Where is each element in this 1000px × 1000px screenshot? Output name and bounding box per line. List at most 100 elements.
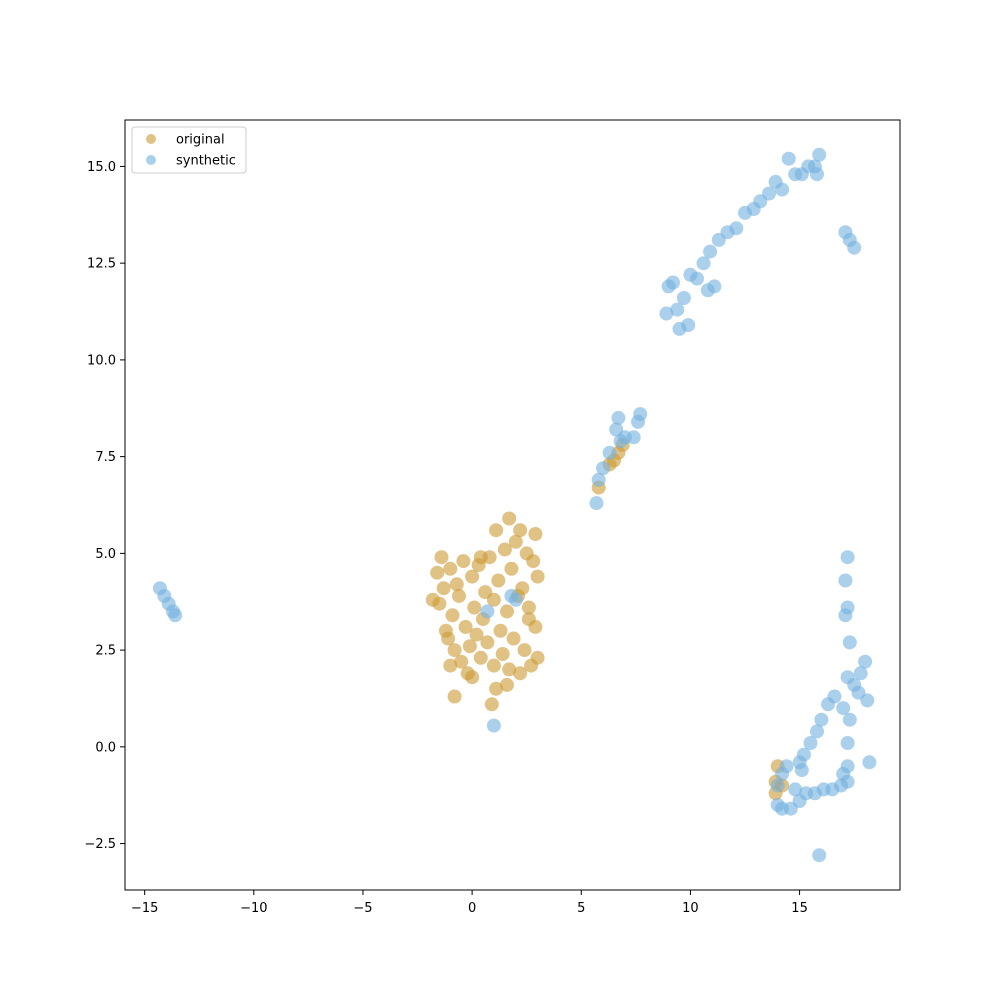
point-original-56 [443, 658, 458, 673]
x-tick-label: 15 [791, 901, 808, 916]
point-original-58 [500, 677, 514, 692]
y-tick-label: 12.5 [87, 257, 116, 272]
x-tick-label: −15 [131, 901, 158, 916]
point-synthetic-91 [836, 766, 851, 781]
point-original-22 [473, 650, 488, 665]
point-original-55 [473, 550, 488, 565]
point-original-53 [530, 569, 545, 584]
point-synthetic-68 [814, 712, 829, 727]
legend-marker-synthetic [146, 155, 156, 165]
point-synthetic-41 [775, 182, 790, 197]
point-original-4 [436, 581, 451, 596]
point-synthetic-47 [812, 147, 827, 162]
point-synthetic-32 [707, 279, 722, 294]
point-original-38 [502, 662, 517, 677]
point-synthetic-53 [838, 573, 853, 588]
plot-frame [124, 119, 901, 891]
point-original-37 [502, 511, 517, 526]
point-synthetic-88 [862, 755, 877, 770]
point-original-27 [484, 697, 499, 712]
y-tick-label: 2.5 [95, 644, 116, 659]
point-synthetic-60 [858, 654, 873, 669]
legend-label-synthetic: synthetic [176, 154, 236, 169]
point-original-33 [493, 623, 508, 638]
point-synthetic-29 [696, 256, 711, 271]
x-tick-label: −5 [353, 901, 372, 916]
point-synthetic-16 [626, 430, 641, 445]
point-synthetic-22 [666, 275, 680, 290]
point-original-12 [452, 588, 466, 603]
point-original-3 [434, 550, 449, 565]
point-original-29 [486, 658, 501, 673]
point-synthetic-84 [770, 797, 785, 812]
point-synthetic-30 [703, 244, 718, 259]
point-original-18 [465, 569, 480, 584]
point-original-8 [445, 608, 460, 623]
point-synthetic-10 [591, 472, 606, 487]
y-tick-label: 15.0 [87, 160, 116, 175]
point-original-50 [528, 619, 543, 634]
point-original-20 [469, 627, 484, 642]
point-synthetic-67 [821, 697, 835, 712]
point-original-49 [526, 554, 541, 569]
point-original-17 [462, 639, 477, 654]
point-original-9 [447, 643, 462, 658]
point-original-45 [517, 643, 532, 658]
point-original-15 [458, 619, 473, 634]
legend-label-original: original [176, 133, 225, 148]
point-synthetic-48 [810, 167, 824, 182]
point-original-36 [500, 604, 514, 619]
point-original-10 [447, 689, 462, 704]
point-original-51 [528, 527, 543, 541]
point-synthetic-9 [589, 496, 604, 511]
point-synthetic-52 [840, 550, 855, 565]
point-synthetic-35 [729, 221, 744, 236]
x-tick-label: 0 [468, 901, 476, 916]
point-synthetic-59 [853, 666, 868, 681]
x-axis: −15 −10 −5 0 5 10 15 [131, 890, 808, 916]
point-synthetic-18 [633, 407, 648, 422]
point-synthetic-23 [670, 302, 685, 317]
y-tick-label: −2.5 [84, 837, 116, 852]
point-synthetic-12 [602, 445, 617, 460]
point-original-59 [513, 523, 528, 538]
x-tick-label: −10 [240, 901, 267, 916]
point-synthetic-56 [842, 635, 857, 650]
point-synthetic-51 [847, 240, 862, 255]
x-tick-label: 5 [577, 901, 585, 916]
point-synthetic-65 [836, 701, 851, 716]
point-synthetic-87 [779, 759, 794, 774]
point-original-11 [449, 577, 464, 592]
point-synthetic-55 [838, 608, 853, 623]
point-original-19 [467, 600, 482, 615]
y-tick-label: 0.0 [95, 740, 116, 755]
point-synthetic-89 [812, 848, 827, 863]
point-original-28 [486, 592, 501, 607]
point-synthetic-64 [840, 736, 855, 750]
point-synthetic-25 [676, 291, 691, 305]
points-layer [152, 147, 877, 863]
point-original-31 [489, 523, 504, 538]
point-original-52 [530, 650, 545, 665]
point-synthetic-19 [613, 434, 628, 449]
point-original-43 [513, 666, 528, 681]
point-original-34 [495, 647, 510, 661]
point-original-35 [497, 542, 512, 557]
point-original-14 [456, 554, 471, 569]
x-tick-label: 10 [682, 901, 699, 916]
point-synthetic-5 [486, 718, 501, 733]
point-original-41 [508, 534, 523, 549]
point-synthetic-90 [788, 782, 803, 797]
point-original-7 [443, 561, 458, 576]
point-original-32 [491, 573, 506, 588]
point-original-13 [454, 654, 469, 669]
point-synthetic-42 [781, 151, 796, 166]
point-original-40 [506, 631, 521, 646]
point-original-44 [515, 581, 530, 596]
point-synthetic-4 [168, 608, 183, 623]
y-tick-label: 10.0 [87, 353, 116, 368]
point-synthetic-62 [851, 685, 866, 700]
point-synthetic-26 [681, 318, 696, 333]
point-synthetic-11 [596, 461, 611, 476]
point-original-25 [480, 635, 495, 650]
